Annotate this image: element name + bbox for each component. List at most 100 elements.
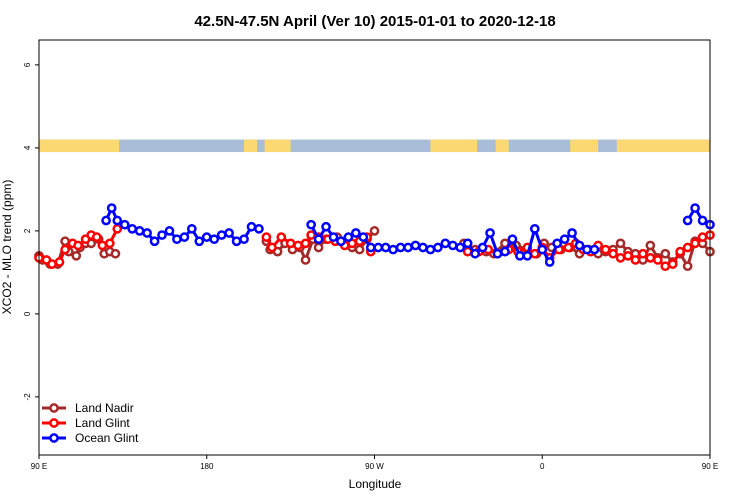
data-point bbox=[224, 228, 234, 238]
data-point bbox=[112, 223, 123, 234]
data-point bbox=[164, 226, 175, 236]
data-point bbox=[354, 244, 365, 255]
data-point bbox=[216, 230, 227, 240]
legend-item: Land Glint bbox=[42, 416, 130, 430]
data-point bbox=[380, 242, 391, 253]
y-axis: -2 0 2 4 6 bbox=[23, 62, 39, 400]
data-point bbox=[134, 226, 145, 236]
data-point bbox=[645, 240, 656, 251]
data-point bbox=[142, 228, 152, 238]
data-point bbox=[630, 255, 641, 265]
x-axis-label: Longitude bbox=[349, 477, 402, 491]
data-point bbox=[682, 242, 693, 253]
y-axis-label: XCO2 - MLO trend (ppm) bbox=[0, 180, 14, 315]
land-ocean-band bbox=[39, 139, 710, 153]
data-point bbox=[623, 250, 633, 261]
data-point bbox=[485, 228, 495, 238]
data-point bbox=[477, 242, 488, 253]
data-point bbox=[101, 215, 111, 226]
data-point bbox=[254, 223, 264, 234]
data-point bbox=[73, 240, 83, 251]
data-point bbox=[306, 219, 316, 230]
data-point bbox=[615, 238, 626, 249]
x-tick-label: 90 E bbox=[31, 462, 47, 471]
data-point bbox=[660, 248, 671, 259]
data-point bbox=[667, 259, 678, 269]
data-point bbox=[645, 253, 656, 263]
data-point bbox=[179, 232, 190, 242]
data-point bbox=[300, 255, 311, 265]
data-point bbox=[97, 240, 108, 251]
y-tick-label: 0 bbox=[23, 311, 32, 316]
legend-label: Land Nadir bbox=[75, 401, 134, 415]
x-tick-label: 180 bbox=[200, 462, 214, 471]
data-point bbox=[589, 244, 600, 255]
data-point bbox=[440, 238, 451, 249]
x-tick-label: 0 bbox=[540, 462, 545, 471]
data-point bbox=[106, 203, 117, 213]
data-point bbox=[544, 257, 555, 267]
data-point bbox=[492, 248, 503, 259]
ocean-band bbox=[39, 139, 710, 153]
legend-label: Ocean Glint bbox=[75, 431, 139, 445]
data-point bbox=[300, 238, 311, 249]
data-point bbox=[186, 223, 197, 234]
y-tick-label: 2 bbox=[23, 228, 32, 233]
data-point bbox=[231, 236, 242, 247]
land-segment bbox=[495, 139, 509, 153]
data-point bbox=[172, 234, 182, 245]
data-point bbox=[54, 257, 65, 267]
x-tick-label: 90 W bbox=[365, 462, 384, 471]
data-point bbox=[582, 244, 592, 255]
data-point bbox=[60, 244, 70, 255]
data-point bbox=[507, 234, 518, 245]
legend-item: Ocean Glint bbox=[42, 431, 139, 445]
data-point bbox=[60, 236, 70, 247]
data-point bbox=[395, 242, 406, 253]
data-point bbox=[351, 228, 361, 238]
data-point bbox=[194, 236, 205, 247]
data-point bbox=[500, 246, 510, 257]
data-point bbox=[246, 221, 257, 232]
data-point bbox=[563, 242, 574, 253]
data-point bbox=[433, 242, 443, 253]
data-point bbox=[293, 240, 303, 251]
land-segment bbox=[264, 139, 291, 153]
data-point bbox=[285, 238, 296, 249]
data-point bbox=[276, 232, 287, 242]
data-point bbox=[470, 248, 480, 259]
data-point bbox=[425, 244, 436, 255]
data-point bbox=[615, 253, 626, 263]
data-point bbox=[110, 248, 121, 259]
data-point bbox=[321, 221, 331, 232]
data-point bbox=[239, 234, 249, 245]
series-ocean-glint bbox=[101, 203, 715, 267]
data-point bbox=[104, 238, 115, 249]
data-point bbox=[559, 234, 570, 245]
data-point bbox=[697, 232, 708, 242]
data-point bbox=[336, 236, 346, 247]
data-point bbox=[112, 215, 123, 226]
data-point bbox=[71, 250, 82, 261]
data-point bbox=[690, 238, 700, 249]
data-point bbox=[418, 242, 428, 253]
land-segment bbox=[570, 139, 599, 153]
data-point bbox=[313, 234, 324, 245]
data-point bbox=[209, 234, 220, 245]
data-point bbox=[552, 238, 563, 249]
data-point bbox=[697, 215, 708, 226]
legend-label: Land Glint bbox=[75, 416, 130, 430]
data-point bbox=[567, 228, 577, 238]
data-point bbox=[447, 240, 458, 251]
land-segment bbox=[244, 139, 258, 153]
data-point bbox=[313, 242, 324, 253]
x-tick-label: 90 E bbox=[702, 462, 718, 471]
data-point bbox=[365, 242, 376, 253]
legend-marker bbox=[49, 418, 59, 428]
data-point bbox=[529, 248, 540, 259]
legend-item: Land Nadir bbox=[42, 401, 134, 415]
data-point bbox=[127, 223, 138, 234]
y-tick-label: -2 bbox=[23, 393, 32, 401]
data-point bbox=[149, 236, 160, 247]
data-point bbox=[47, 259, 57, 269]
